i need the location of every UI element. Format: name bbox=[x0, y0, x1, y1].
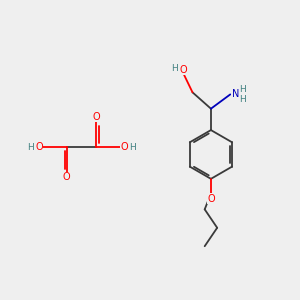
Text: O: O bbox=[121, 142, 128, 152]
Text: O: O bbox=[35, 142, 43, 152]
Text: N: N bbox=[232, 88, 239, 98]
Text: H: H bbox=[239, 95, 246, 104]
Text: H: H bbox=[171, 64, 177, 73]
Text: O: O bbox=[207, 194, 215, 204]
Text: H: H bbox=[129, 142, 136, 152]
Text: O: O bbox=[93, 112, 100, 122]
Text: O: O bbox=[63, 172, 70, 182]
Text: H: H bbox=[239, 85, 246, 94]
Text: H: H bbox=[27, 142, 34, 152]
Text: O: O bbox=[180, 65, 188, 75]
